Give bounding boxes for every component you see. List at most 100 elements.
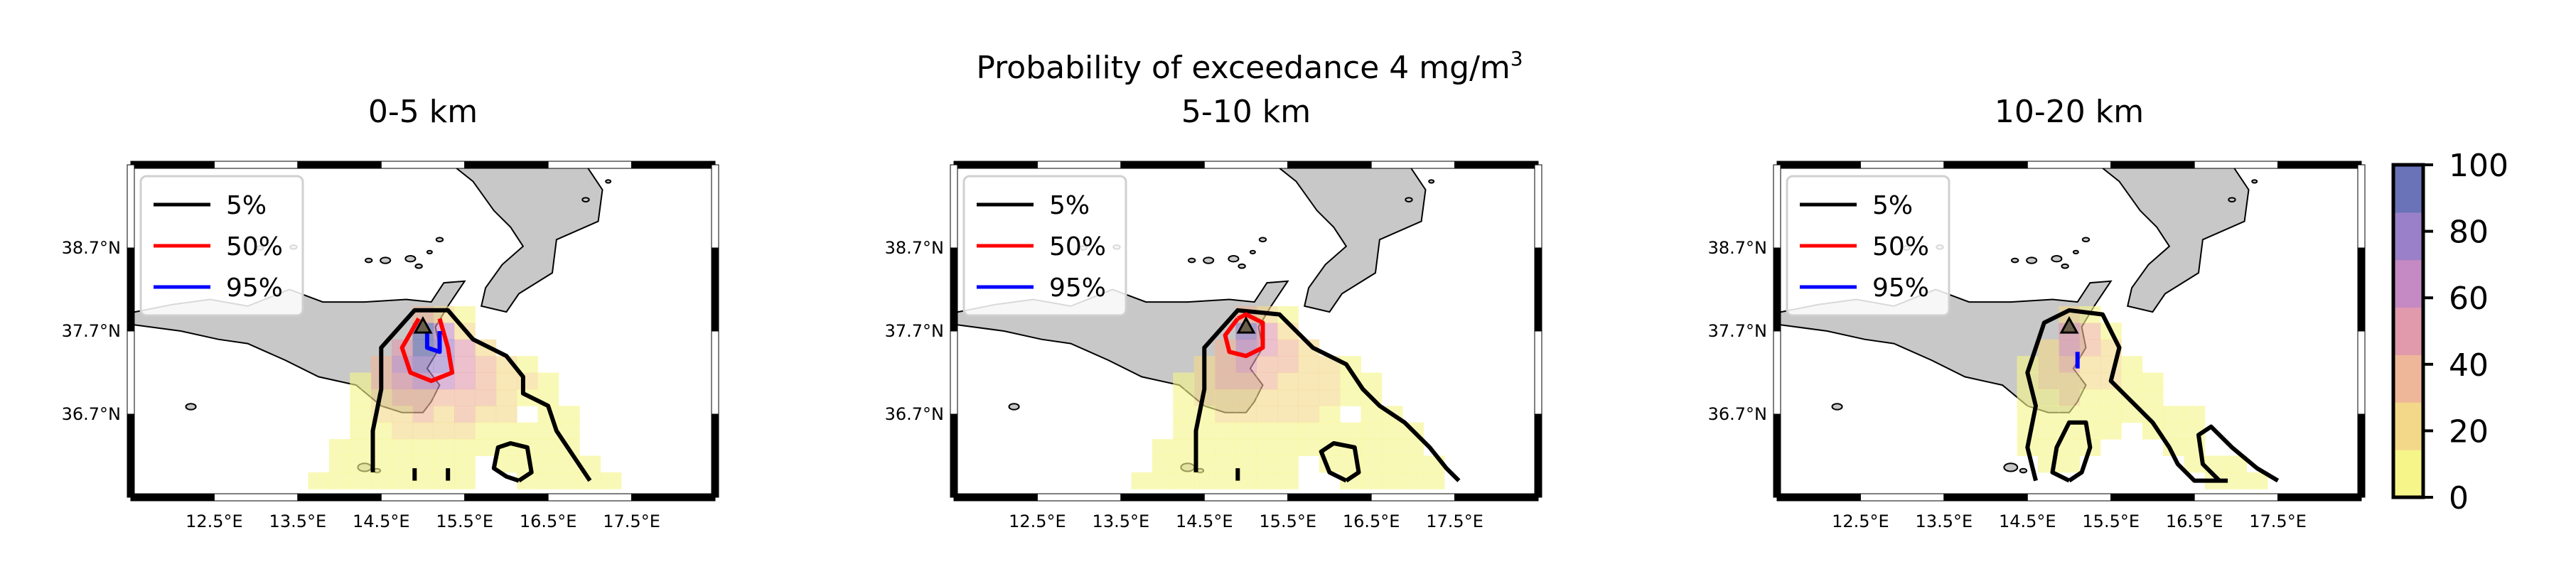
land-island: [380, 256, 392, 264]
probability-cell: [433, 455, 455, 473]
probability-cell: [454, 339, 476, 357]
probability-cell: [537, 439, 559, 456]
probability-cell: [328, 439, 350, 456]
probability-cell: [1235, 439, 1257, 456]
legend-label: 95%: [226, 274, 283, 303]
probability-cell: [391, 472, 413, 489]
probability-cell: [1298, 439, 1320, 456]
land-island: [1008, 403, 1020, 411]
probability-cell: [1361, 439, 1383, 456]
land-island: [2081, 237, 2091, 243]
probability-cell: [1235, 372, 1257, 390]
land-island: [435, 237, 444, 243]
probability-cell: [475, 372, 497, 390]
probability-cell: [1277, 372, 1299, 390]
probability-cell: [2184, 406, 2206, 423]
probability-cell: [1381, 439, 1403, 456]
probability-cell: [454, 305, 476, 323]
land-island: [2003, 462, 2019, 472]
land-island: [426, 249, 433, 254]
colorbar-tick-label: 100: [2449, 148, 2508, 184]
probability-cell: [350, 422, 372, 440]
probability-cell: [391, 422, 413, 440]
probability-cell: [412, 455, 434, 473]
x-tick-label: 16.5°E: [1343, 511, 1400, 531]
probability-cell: [2121, 389, 2143, 406]
x-tick-label: 15.5°E: [436, 511, 493, 531]
probability-cell: [433, 439, 455, 456]
probability-cell: [558, 422, 580, 440]
land-island: [2010, 257, 2019, 264]
probability-cell: [1361, 372, 1383, 390]
probability-cell: [2037, 356, 2059, 373]
colorbar-outline: [2391, 163, 2425, 499]
x-tick-label: 17.5°E: [2249, 511, 2307, 531]
x-tick-label: 13.5°E: [269, 511, 327, 531]
land-island: [404, 254, 417, 263]
vent-triangle-marker: [413, 316, 433, 334]
probability-cell: [1361, 406, 1383, 423]
probability-cell: [454, 439, 476, 456]
probability-cell: [1298, 406, 1320, 423]
probability-cell: [1277, 439, 1299, 456]
colorbar-tick-label: 40: [2449, 347, 2489, 384]
y-tick-label: 36.7°N: [885, 404, 944, 424]
probability-cell: [600, 472, 622, 489]
x-tick-label: 12.5°E: [186, 511, 243, 531]
land-island: [2051, 254, 2063, 263]
probability-cell: [1381, 472, 1403, 489]
probability-cell: [370, 455, 392, 473]
probability-cell: [475, 389, 497, 406]
contour-5pct: [2025, 308, 2228, 483]
probability-cell: [1423, 472, 1445, 489]
land-island: [2019, 467, 2028, 474]
probability-cell: [433, 389, 455, 406]
y-tick-label: 37.7°N: [1708, 321, 1767, 341]
contour-5pct: [370, 308, 592, 482]
probability-cell: [2037, 422, 2059, 440]
probability-cell: [1152, 455, 1174, 473]
chart-title-superscript: 3: [1510, 47, 1523, 70]
contour-legend: 5% 50% 95%: [1786, 175, 1950, 317]
probability-cell: [1235, 389, 1257, 406]
land-island: [1258, 237, 1267, 243]
probability-cell: [1402, 472, 1424, 489]
probability-cell: [1277, 422, 1299, 440]
probability-cell: [1298, 422, 1320, 440]
probability-cell: [558, 406, 580, 423]
probability-cell: [1361, 472, 1383, 489]
contour-5pct: [2196, 424, 2280, 483]
probability-cell: [1235, 422, 1257, 440]
probability-cell: [454, 389, 476, 406]
probability-cell: [1277, 455, 1299, 473]
colorbar-tick-label: 60: [2449, 281, 2489, 317]
probability-cell: [350, 389, 372, 406]
contour-50pct: [399, 318, 455, 384]
probability-cell: [2059, 356, 2081, 373]
probability-cell: [350, 406, 372, 423]
probability-cell: [558, 472, 580, 489]
x-tick-label: 16.5°E: [520, 511, 577, 531]
probability-cell: [1214, 356, 1236, 373]
legend-label: 95%: [1049, 274, 1106, 303]
contour-5pct: [2050, 420, 2093, 483]
legend-label: 50%: [1872, 232, 1929, 261]
probability-cell: [350, 472, 372, 489]
probability-cell: [412, 406, 434, 423]
x-tick-label: 17.5°E: [1426, 511, 1483, 531]
contour-legend: 5% 50% 95%: [962, 175, 1127, 317]
x-tick-label: 14.5°E: [353, 511, 410, 531]
probability-cell: [454, 422, 476, 440]
y-tick-label: 38.7°N: [62, 238, 121, 258]
x-tick-label: 16.5°E: [2166, 511, 2223, 531]
map-panel-2: 5-10 km 12.5°E 13.5°E 14.5°E 15.5°E 16.5°E 17.…: [885, 94, 1542, 531]
probability-cell: [2059, 372, 2081, 390]
colorbar-tick-label: 20: [2449, 413, 2489, 450]
probability-cell: [537, 472, 559, 489]
probability-cell: [1277, 356, 1299, 373]
y-tick-label: 38.7°N: [885, 238, 944, 258]
x-tick-label: 15.5°E: [2082, 511, 2140, 531]
probability-cell: [1402, 439, 1424, 456]
land-island: [1831, 403, 1843, 411]
probability-cell: [2226, 455, 2248, 473]
